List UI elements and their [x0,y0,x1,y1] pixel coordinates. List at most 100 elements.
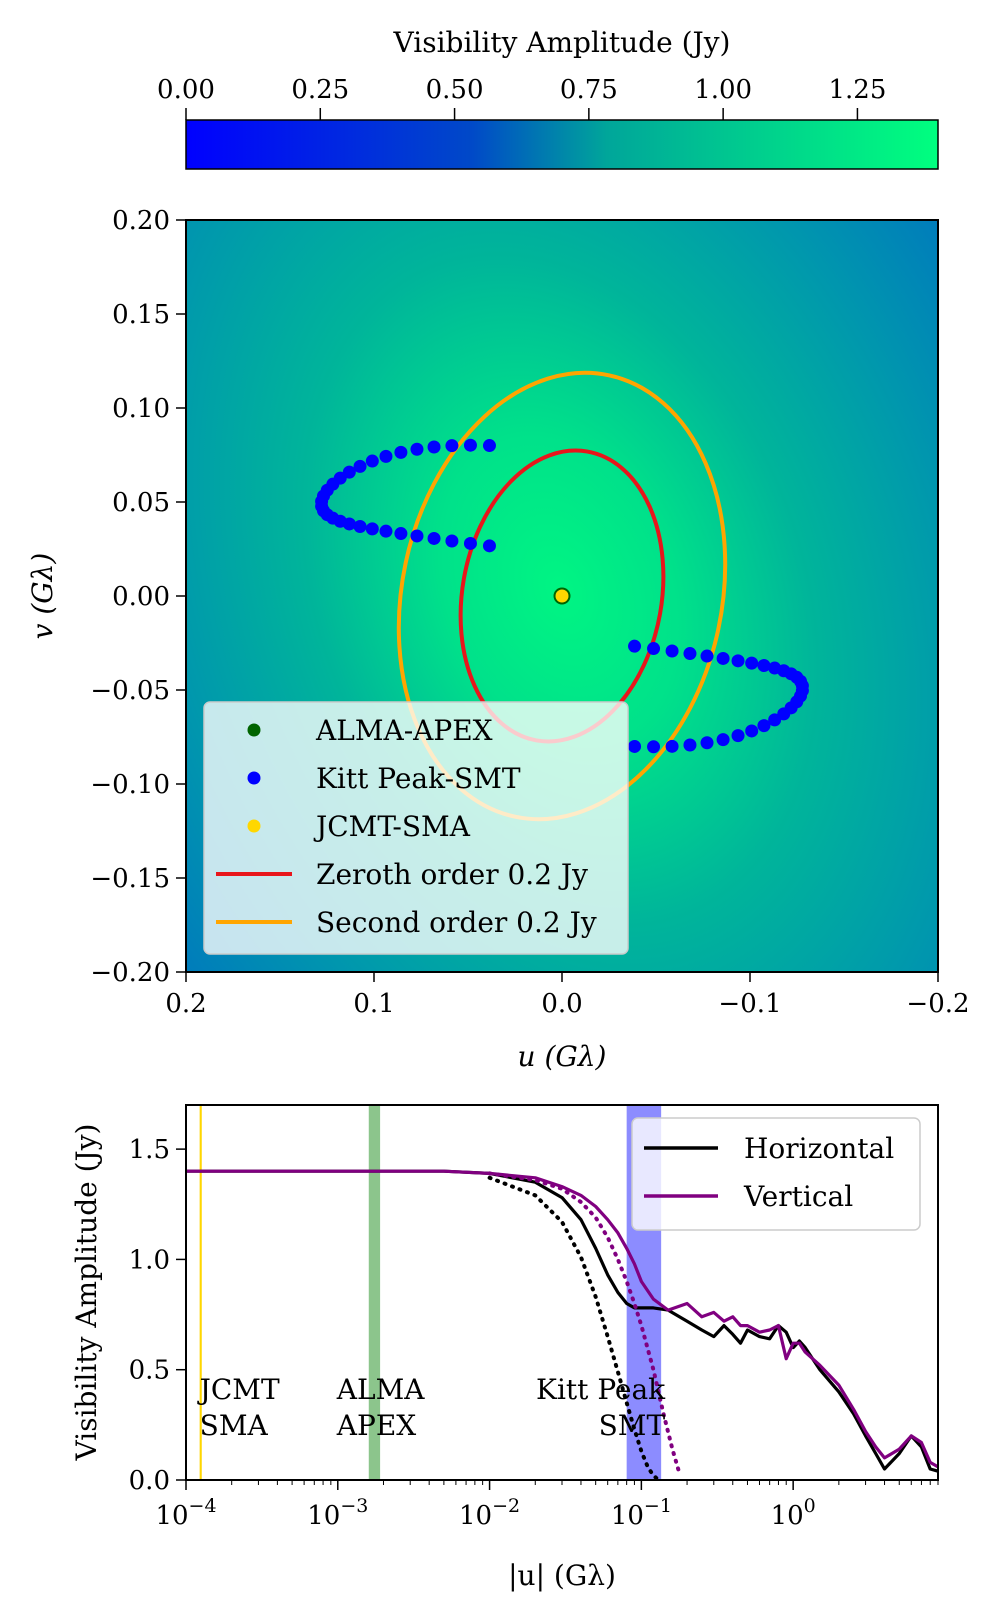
line-x-tick-label: 10−4 [155,1495,216,1531]
line-x-tick-label: 10−2 [459,1495,520,1531]
legend-label: Horizontal [744,1132,894,1165]
kitt-peak-smt-point [757,719,771,733]
band-label: APEX [336,1409,417,1442]
kitt-peak-smt-point [482,539,496,553]
heatmap-x-tick-label: −0.2 [906,989,969,1019]
heatmap-y-tick-label: 0.20 [112,206,170,236]
heatmap-legend-box [203,701,629,955]
kitt-peak-smt-point [628,739,642,753]
kitt-peak-smt-point [445,534,459,548]
jcmt-sma-point [555,589,569,603]
heatmap-y-label: v (Gλ) [26,553,59,640]
kitt-peak-smt-point [745,724,759,738]
heatmap-y-tick-label: −0.20 [90,958,170,988]
band-label: Kitt Peak [536,1373,666,1406]
line-y-label: Visibility Amplitude (Jy) [70,1124,103,1462]
heatmap-x-tick-label: −0.1 [718,989,781,1019]
heatmap-y-tick-label: 0.05 [112,488,170,518]
heatmap-y-tick-label: 0.10 [112,394,170,424]
legend-marker [247,771,261,785]
heatmap-y-tick-label: 0.00 [112,582,170,612]
line-y-tick-label: 1.0 [129,1245,170,1275]
kitt-peak-smt-point [353,519,367,533]
legend-label: Second order 0.2 Jy [316,906,597,939]
colorbar-tick-label: 0.25 [291,75,349,105]
legend-label: Zeroth order 0.2 Jy [316,858,588,891]
series-vertical-approx- [487,1171,683,1478]
legend-marker [247,819,261,833]
kitt-peak-smt-point [410,442,424,456]
kitt-peak-smt-point [665,739,679,753]
kitt-peak-smt-point [427,440,441,454]
heatmap-y-tick-label: −0.10 [90,770,170,800]
heatmap-field [186,220,938,972]
heatmap-y-tick-label: −0.05 [90,676,170,706]
colorbar-gradient [185,119,939,170]
kitt-peak-smt-point [647,642,661,656]
heatmap-x-tick-label: 0.2 [165,989,206,1019]
band-label: SMA [200,1409,269,1442]
line-x-tick-label: 10−1 [611,1495,672,1531]
band-jcmt-sma [199,1105,202,1480]
kitt-peak-smt-point [731,729,745,743]
kitt-peak-smt-point [683,647,697,661]
kitt-peak-smt-point [353,459,367,473]
kitt-peak-smt-point [427,531,441,545]
kitt-peak-smt-point [463,536,477,550]
heatmap-x-tick-label: 0.0 [541,989,582,1019]
series-horizontal [186,1169,938,1473]
colorbar: Visibility Amplitude (Jy) 0.00 0.25 0.50 0.… [157,26,939,170]
colorbar-tick-label: 1.25 [828,75,886,105]
heatmap-y-tick-label: 0.15 [112,300,170,330]
kitt-peak-smt-point [394,527,408,541]
legend-label: Vertical [743,1180,853,1213]
band-alma-apex [368,1105,381,1480]
colorbar-label: Visibility Amplitude (Jy) [393,26,731,59]
kitt-peak-smt-point [647,740,661,754]
kitt-peak-smt-point [365,522,379,536]
kitt-peak-smt-point [745,656,759,670]
kitt-peak-smt-point [700,649,714,663]
kitt-peak-smt-point [379,449,393,463]
heatmap-x-tick-label: 0.1 [353,989,394,1019]
kitt-peak-smt-point [379,524,393,538]
colorbar-tick-label: 0.50 [426,75,484,105]
heatmap-y-tick-label: −0.15 [90,864,170,894]
kitt-peak-smt-point [768,661,782,675]
line-x-label: |u| (Gλ) [508,1559,616,1592]
legend-label: JCMT-SMA [313,810,471,843]
line-x-tick-label: 100 [771,1495,816,1531]
series-vertical [186,1169,938,1469]
band-label: JCMT [197,1373,280,1406]
line-y-tick-label: 0.5 [129,1356,170,1386]
kitt-peak-smt-point [683,738,697,752]
uv-heatmap-panel: 0.2 0.1 0.0 −0.1 −0.2 0.20 0.15 0.10 0.05 0.00 −0.… [26,206,970,1073]
colorbar-tick-label: 1.00 [694,75,752,105]
kitt-peak-smt-point [365,454,379,468]
kitt-peak-smt-point [716,651,730,665]
kitt-peak-smt-point [628,639,642,653]
kitt-peak-smt-point [482,439,496,453]
band-label: ALMA [336,1373,425,1406]
line-legend-box [631,1117,921,1231]
kitt-peak-smt-point [463,438,477,452]
line-x-tick-label: 10−3 [307,1495,368,1531]
legend-label: ALMA-APEX [315,714,493,747]
kitt-peak-smt-point [731,654,745,668]
legend-marker [247,723,261,737]
series-horizontal-approx- [487,1175,661,1480]
kitt-peak-smt-point [342,517,356,531]
band-label: SMT [599,1409,666,1442]
legend-label: Kitt Peak-SMT [316,762,521,795]
line-y-tick-label: 1.5 [129,1135,170,1165]
kitt-peak-smt-point [665,644,679,658]
kitt-peak-smt-point [716,733,730,747]
line-y-tick-label: 0.0 [129,1466,170,1496]
kitt-peak-smt-point [410,529,424,543]
kitt-peak-smt-point [445,439,459,453]
colorbar-tick-label: 0.00 [157,75,215,105]
kitt-peak-smt-point [394,445,408,459]
kitt-peak-smt-point [757,659,771,673]
